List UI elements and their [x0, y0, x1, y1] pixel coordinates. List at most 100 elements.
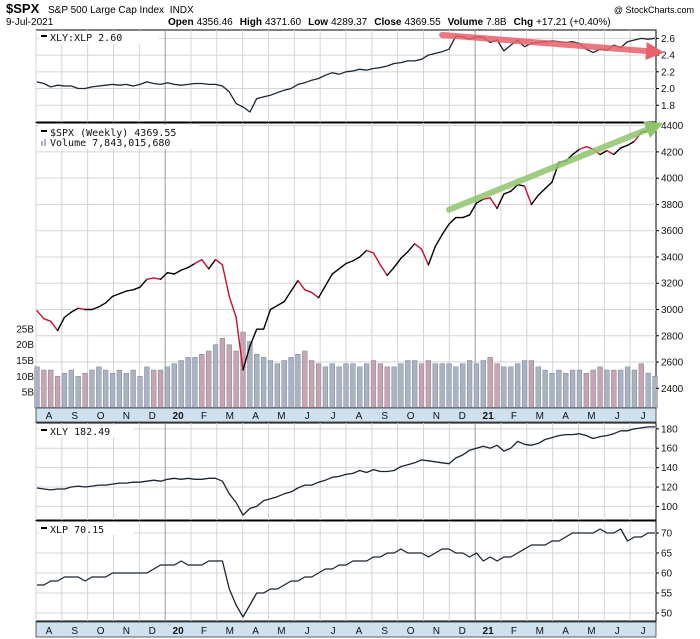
volume-tick-label: 5B	[22, 388, 35, 399]
y-tick-label: 50	[661, 609, 673, 620]
price-segment	[544, 181, 553, 190]
index-name-text: S&P 500 Large Cap Index	[48, 5, 164, 16]
x-tick-label: J	[641, 411, 646, 422]
y-tick-label: 3800	[661, 200, 684, 211]
volume-legend-swatch	[41, 141, 43, 146]
volume-bar	[418, 363, 425, 409]
price-stats: Open 4356.46 High 4371.60 Low 4289.37 Close 436…	[168, 17, 611, 28]
stat-label: High	[240, 17, 262, 28]
xly-series	[36, 426, 655, 516]
volume-bar	[563, 372, 569, 409]
price-segment	[606, 149, 615, 156]
x-tick-label: A	[356, 626, 363, 637]
y-tick-label: 70	[661, 529, 673, 540]
x-tick-label: S	[381, 411, 388, 422]
x-tick-label: D	[459, 411, 466, 422]
y-tick-label: 60	[661, 569, 673, 580]
price-segment	[530, 194, 539, 206]
x-tick-label: D	[149, 411, 156, 422]
volume-bar	[171, 363, 177, 409]
volume-bar	[377, 363, 383, 409]
volume-bar	[583, 372, 589, 409]
stat-value: 7.8B	[486, 17, 507, 28]
price-segment	[407, 243, 416, 253]
chart-header: $SPX S&P 500 Large Cap Index INDX 9-Jul-…	[6, 1, 694, 28]
volume-bar	[508, 366, 514, 409]
y-tick-label: 4400	[661, 121, 684, 132]
stat-value: 4369.55	[404, 17, 441, 28]
volume-bar	[48, 369, 54, 409]
price-segment	[386, 266, 395, 277]
x-tick-label: N	[123, 626, 130, 637]
spx-legend-swatch	[41, 130, 47, 132]
price-segment	[379, 264, 388, 277]
price-segment	[420, 248, 430, 266]
price-segment	[613, 147, 622, 156]
price-segment	[98, 302, 107, 308]
price-segment	[201, 258, 210, 270]
stat-label: Chg	[514, 17, 533, 28]
volume-tick-label: 10B	[16, 372, 34, 383]
volume-bar	[212, 344, 219, 409]
stat-value: 4356.46	[197, 17, 234, 28]
volume-bar	[624, 366, 631, 409]
volume-bar	[350, 363, 356, 409]
price-segment	[503, 190, 512, 195]
volume-bar	[501, 366, 507, 409]
volume-bar	[267, 360, 274, 409]
price-segment	[153, 277, 162, 280]
x-tick-label: S	[71, 626, 78, 637]
date-axis-strip: A S O N D 20 F M A M J J A S O N D 21 F M A M J J	[35, 407, 657, 423]
volume-bar	[309, 360, 315, 409]
volume-bar	[638, 363, 644, 409]
price-segment	[194, 258, 203, 265]
y-tick-label: 2.4	[661, 51, 675, 62]
volume-tick-label: 25B	[16, 324, 34, 335]
y-tick-label: 120	[661, 483, 678, 494]
price-segment	[269, 304, 279, 311]
x-tick-label: J	[305, 626, 310, 637]
volume-bar	[391, 366, 397, 409]
price-segment	[372, 252, 382, 266]
volume-bar	[618, 369, 624, 409]
symbol-label: $SPX	[6, 1, 40, 16]
xlp-legend-bg	[39, 523, 134, 535]
price-segment	[413, 243, 423, 250]
y-tick-label: 2.0	[661, 84, 675, 95]
x-tick-label: M	[536, 411, 544, 422]
x-tick-label: M	[277, 411, 285, 422]
date-strip-bg	[35, 621, 657, 638]
x-tick-label: A	[252, 411, 259, 422]
volume-bar	[144, 366, 150, 409]
date-axis-strip-bottom: A S O N D 20 F M A M J J A S O N D 21 F M A M J J	[35, 621, 657, 638]
price-segment	[125, 289, 134, 292]
price-segment	[187, 262, 196, 269]
x-tick-label: 20	[173, 626, 185, 637]
price-segment	[290, 279, 299, 292]
price-segment	[345, 260, 354, 265]
volume-bar	[412, 360, 418, 409]
price-segment	[599, 149, 608, 156]
spx-volume-bars	[34, 331, 658, 409]
volume-bar	[398, 363, 404, 409]
volume-bar	[576, 369, 583, 409]
y-tick-label: 55	[661, 589, 673, 600]
volume-bar	[453, 366, 459, 409]
y-tick-label: 1.8	[661, 101, 675, 112]
volume-bar	[569, 369, 576, 409]
x-tick-label: F	[201, 626, 207, 637]
x-tick-label: J	[641, 626, 646, 637]
y-tick-label: 2.6	[661, 34, 675, 45]
volume-bar	[611, 369, 617, 409]
spx-y-axis: 2400 2600 2800 3000 3200 3400 3600 3800 4000 4200…	[656, 121, 684, 395]
volume-bar	[68, 369, 74, 409]
price-segment	[118, 290, 127, 295]
ratio-legend-bg	[39, 32, 159, 44]
volume-bar	[315, 363, 322, 409]
volume-bar	[473, 363, 480, 409]
volume-bar	[34, 366, 40, 409]
volume-bar	[460, 363, 466, 409]
x-tick-label: N	[433, 411, 440, 422]
stockcharts-watermark: @ StockCharts.com	[614, 5, 694, 15]
